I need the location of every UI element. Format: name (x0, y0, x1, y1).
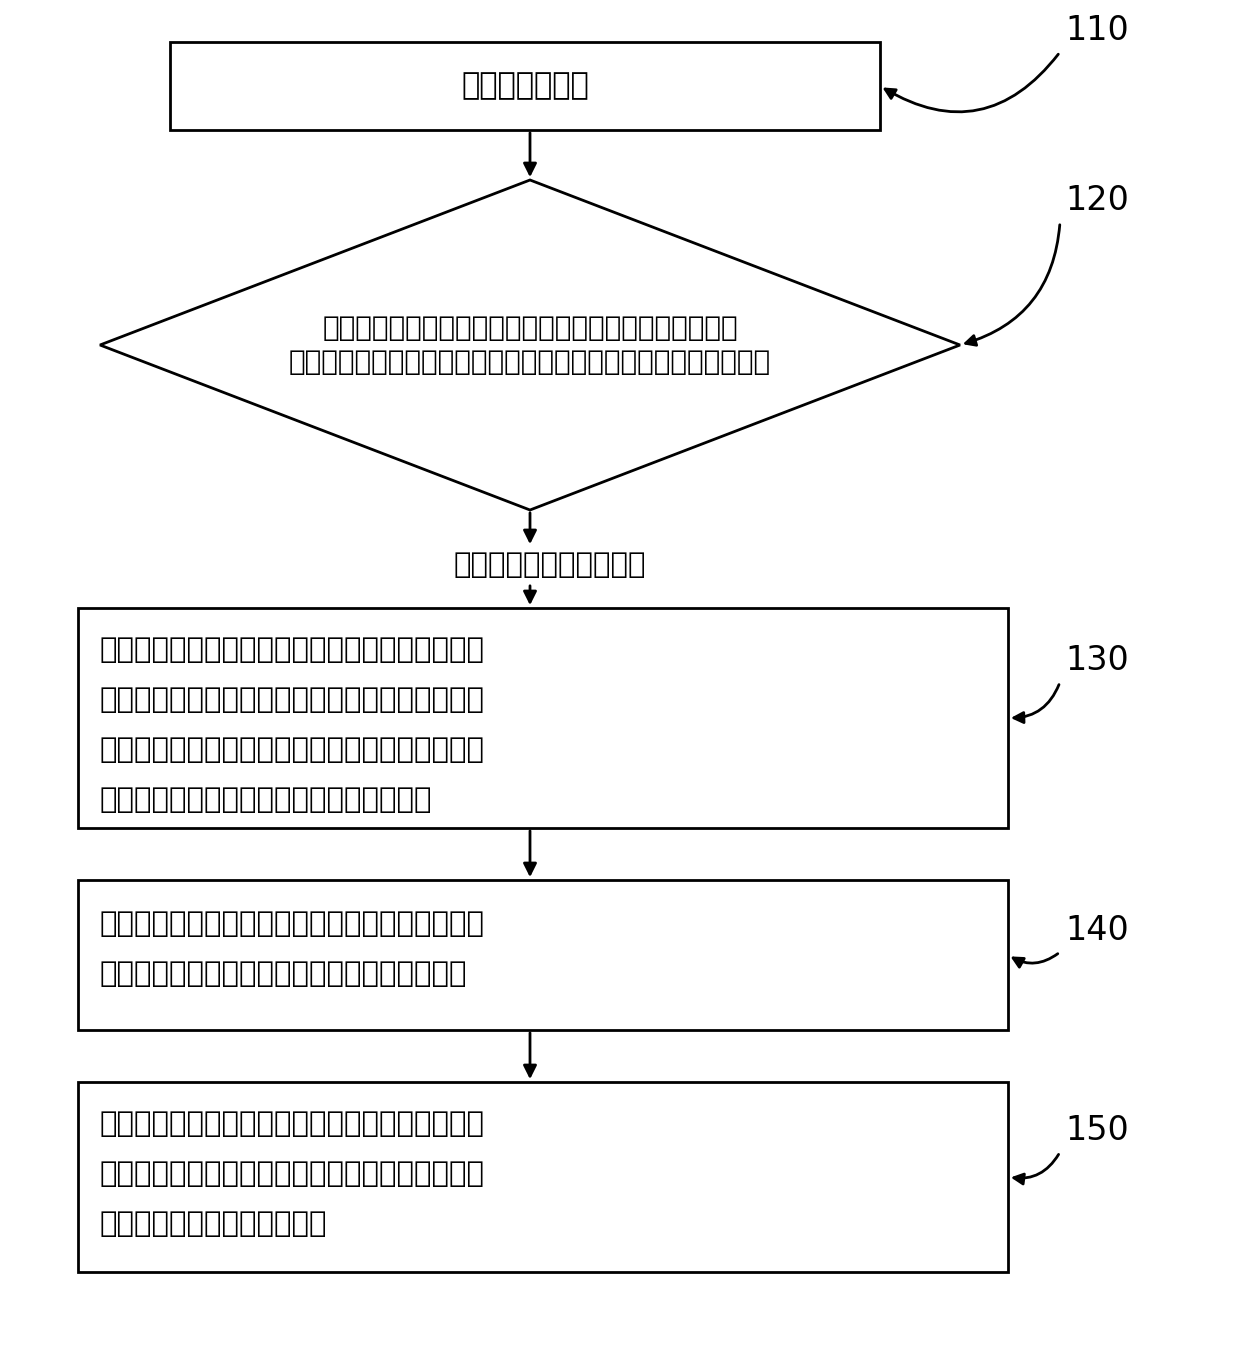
Bar (170, 42, 880, 130)
Bar (78, 1082, 1008, 1272)
Text: 120: 120 (1065, 183, 1128, 216)
Text: 器的转速，联合收割机的离地高度，确定联合收割机是否开始收割: 器的转速，联合收割机的离地高度，确定联合收割机是否开始收割 (289, 347, 771, 376)
Text: 控制中心根据脱水后的实时重量信息和对变速箱内: 控制中心根据脱水后的实时重量信息和对变速箱内 (100, 1109, 485, 1138)
Text: 140: 140 (1065, 914, 1128, 947)
Bar (78, 607, 1008, 828)
Text: 控制中心根据粮食含水率和粮食标准含水率对实时: 控制中心根据粮食含水率和粮食标准含水率对实时 (100, 910, 485, 938)
Text: 量信息为将称重传感器测量的进入粮箱的粮食的实: 量信息为将称重传感器测量的进入粮箱的粮食的实 (100, 736, 485, 763)
Text: 时重量信号经信号转换电路处理后得到的。: 时重量信号经信号转换电路处理后得到的。 (100, 787, 433, 814)
Text: 控制中心根据变速箱内部齿轮、升运器、轴流滚筒、复脱: 控制中心根据变速箱内部齿轮、升运器、轴流滚筒、复脱 (322, 315, 738, 342)
Text: 确定联合收割机开始收割: 确定联合收割机开始收割 (454, 551, 646, 579)
Text: 重量信息进行调整，得到脱水后的实时重量信息: 重量信息进行调整，得到脱水后的实时重量信息 (100, 960, 467, 988)
Text: 110: 110 (1065, 14, 1128, 47)
Text: 控制中心接收变速箱内部齿轮转速、实时重量信息: 控制中心接收变速箱内部齿轮转速、实时重量信息 (100, 636, 485, 663)
Text: 时产量信息并发送至显示终端: 时产量信息并发送至显示终端 (100, 1211, 327, 1238)
Polygon shape (100, 181, 960, 510)
Bar (78, 880, 1008, 1030)
Text: 部齿轮转速进行处理得到的车速信息，确定粮食实: 部齿轮转速进行处理得到的车速信息，确定粮食实 (100, 1160, 485, 1187)
Text: 和水分传感器所测量的粮食含水率，其中，实时重: 和水分传感器所测量的粮食含水率，其中，实时重 (100, 685, 485, 714)
Text: 开启联合收割机: 开启联合收割机 (461, 71, 589, 100)
Text: 150: 150 (1065, 1114, 1128, 1146)
Text: 130: 130 (1065, 643, 1128, 677)
